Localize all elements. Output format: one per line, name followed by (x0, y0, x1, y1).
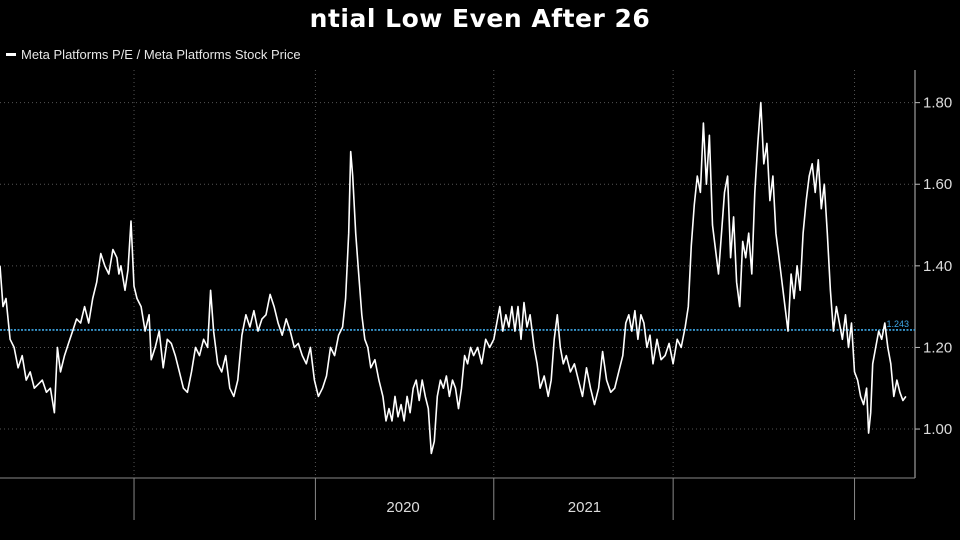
y-tick-label: 1.40 (923, 258, 952, 275)
chart-title: ntial Low Even After 26 (309, 4, 651, 33)
y-tick-label: 1.80 (923, 95, 952, 112)
y-tick-label: 1.60 (923, 176, 952, 193)
reference-line-label: 1.243 (886, 319, 909, 329)
x-tick-label: 2020 (386, 499, 419, 516)
legend: Meta Platforms P/E / Meta Platforms Stoc… (6, 47, 301, 62)
x-tick-label: 2021 (568, 499, 601, 516)
series-line (0, 101, 907, 455)
legend-swatch (6, 53, 16, 56)
y-tick-label: 1.00 (923, 421, 952, 438)
legend-label: Meta Platforms P/E / Meta Platforms Stoc… (21, 47, 301, 62)
y-tick-label: 1.20 (923, 339, 952, 356)
